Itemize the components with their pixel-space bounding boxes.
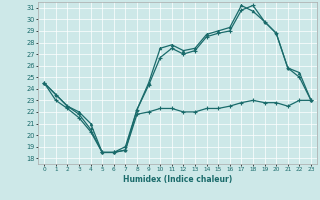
X-axis label: Humidex (Indice chaleur): Humidex (Indice chaleur)	[123, 175, 232, 184]
